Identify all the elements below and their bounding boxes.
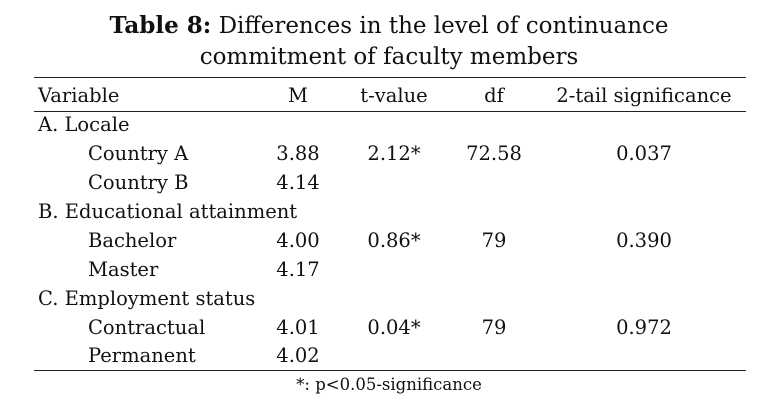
- caption-label: Table 8:: [109, 12, 212, 39]
- header-mean: M: [288, 84, 308, 107]
- table-caption: Table 8: Differences in the level of con…: [0, 10, 778, 73]
- row-mean: 4.17: [276, 258, 320, 281]
- table-top-rule: [34, 77, 746, 78]
- table-row: Country A 3.88 2.12* 72.58 0.037: [34, 139, 746, 168]
- row-variable: Contractual: [88, 316, 206, 339]
- row-significance: 0.037: [616, 142, 672, 165]
- row-variable: Country A: [88, 142, 189, 165]
- group-label: A. Locale: [38, 113, 130, 136]
- row-mean: 3.88: [276, 142, 320, 165]
- table-footnote: *: p<0.05-significance: [296, 375, 482, 394]
- row-variable: Permanent: [88, 344, 196, 367]
- header-df: df: [484, 84, 504, 107]
- table-header-row: Variable M t-value df 2-tail significanc…: [34, 81, 746, 110]
- group-row-locale: A. Locale: [34, 110, 746, 139]
- row-df: 72.58: [466, 142, 522, 165]
- row-mean: 4.14: [276, 171, 320, 194]
- row-t-value: 0.86*: [367, 229, 421, 252]
- group-label: B. Educational attainment: [38, 200, 298, 223]
- row-significance: 0.390: [616, 229, 672, 252]
- row-t-value: 2.12*: [367, 142, 421, 165]
- row-variable: Bachelor: [88, 229, 177, 252]
- group-row-employment-status: C. Employment status: [34, 284, 746, 313]
- table-row: Permanent 4.02: [34, 341, 746, 370]
- row-variable: Country B: [88, 171, 189, 194]
- caption-line-1: Table 8: Differences in the level of con…: [0, 10, 778, 42]
- table-header-rule: [34, 111, 746, 112]
- row-mean: 4.01: [276, 316, 320, 339]
- row-mean: 4.00: [276, 229, 320, 252]
- table-bottom-rule: [34, 370, 746, 371]
- group-label: C. Employment status: [38, 287, 256, 310]
- header-t-value: t-value: [360, 84, 428, 107]
- row-mean: 4.02: [276, 344, 320, 367]
- header-variable: Variable: [38, 84, 120, 107]
- row-df: 79: [481, 316, 507, 339]
- table-row: Master 4.17: [34, 255, 746, 284]
- header-significance: 2-tail significance: [556, 84, 732, 107]
- row-df: 79: [481, 229, 507, 252]
- table-row: Country B 4.14: [34, 168, 746, 197]
- row-significance: 0.972: [616, 316, 672, 339]
- row-variable: Master: [88, 258, 159, 281]
- table-row: Bachelor 4.00 0.86* 79 0.390: [34, 226, 746, 255]
- caption-title-part-1: Differences in the level of continuance: [218, 13, 669, 39]
- row-t-value: 0.04*: [367, 316, 421, 339]
- table-row: Contractual 4.01 0.04* 79 0.972: [34, 313, 746, 342]
- group-row-educational-attainment: B. Educational attainment: [34, 197, 746, 226]
- caption-title-part-2: commitment of faculty members: [199, 44, 579, 70]
